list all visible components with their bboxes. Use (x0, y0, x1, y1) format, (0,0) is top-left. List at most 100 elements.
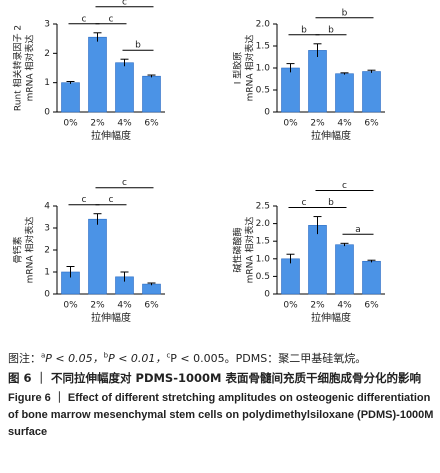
x-tick-label: 0% (283, 301, 298, 311)
x-tick-label: 6% (144, 301, 159, 311)
bar (88, 36, 107, 113)
y-tick-label: 0 (44, 108, 50, 118)
x-axis-label: 拉伸幅度 (311, 311, 351, 324)
y-axis-label: 骨钙素 (12, 236, 24, 263)
y-axis-label: Runt 相关转录因子 2 (12, 25, 24, 111)
significance-label: c (122, 178, 127, 188)
y-tick-label: 4 (44, 202, 50, 212)
y-axis-label: I 型胶原 (232, 52, 244, 85)
error-bar (340, 242, 349, 247)
y-tick-label: 1.5 (256, 237, 270, 247)
bar (142, 75, 161, 113)
note-text: 图注： (8, 352, 41, 365)
y-tick-label: 0 (264, 290, 270, 300)
y-tick-label: 1.0 (256, 64, 271, 74)
error-bar (93, 213, 102, 225)
error-bar (313, 216, 322, 235)
y-axis-label: 碱性磷酸酶 (232, 227, 244, 272)
note-sup: b (103, 351, 109, 360)
bar (281, 258, 300, 295)
bar (308, 225, 327, 295)
y-tick-label: 1 (44, 268, 50, 278)
bar (362, 71, 381, 113)
note-sup: a (41, 351, 46, 360)
bar (335, 73, 354, 113)
significance-label: c (109, 14, 114, 24)
y-axis-label: mRNA 相对表达 (24, 35, 36, 102)
error-bar (147, 282, 156, 286)
x-tick-label: 4% (117, 301, 132, 311)
x-tick-label: 4% (337, 119, 352, 129)
y-tick-label: 2 (44, 49, 50, 59)
significance-label: b (328, 25, 334, 35)
y-axis-label: mRNA 相对表达 (244, 35, 256, 102)
y-tick-label: 1.0 (256, 254, 271, 264)
y-axis-label: mRNA 相对表达 (244, 217, 256, 284)
y-tick-label: 3 (44, 224, 50, 234)
significance-label: c (302, 198, 307, 208)
x-tick-label: 0% (63, 301, 78, 311)
error-bar (286, 253, 295, 264)
significance-label: b (328, 198, 334, 208)
x-tick-label: 2% (310, 301, 325, 311)
error-bar (120, 58, 129, 67)
significance-label: a (355, 225, 361, 235)
note-text: P < 0.05， (45, 352, 104, 365)
x-tick-label: 6% (364, 301, 379, 311)
x-tick-label: 2% (90, 301, 105, 311)
significance-label: b (301, 25, 307, 35)
y-tick-label: 2.0 (256, 219, 271, 229)
bar (362, 260, 381, 295)
bar (61, 82, 80, 113)
error-bar (340, 72, 349, 75)
note-text: P < 0.005。PDMS：聚二甲基硅氧烷。 (170, 352, 367, 365)
bar (88, 218, 107, 295)
significance-label: c (109, 195, 114, 205)
y-tick-label: 0.5 (256, 86, 270, 96)
note-text: P < 0.01， (108, 352, 167, 365)
significance-label: c (82, 195, 87, 205)
error-bar (66, 266, 75, 278)
error-bar (313, 43, 322, 57)
x-tick-label: 2% (90, 119, 105, 129)
x-axis-label: 拉伸幅度 (91, 129, 131, 142)
y-tick-label: 0 (264, 108, 270, 118)
error-bar (286, 63, 295, 73)
y-tick-label: 2.0 (256, 20, 271, 30)
error-bar (367, 259, 376, 263)
x-tick-label: 4% (337, 301, 352, 311)
y-tick-label: 0.5 (256, 272, 270, 282)
significance-label: c (82, 14, 87, 24)
bar (115, 62, 134, 113)
significance-label: b (135, 41, 141, 51)
figure-note: 图注：aP < 0.05，bP < 0.01，cP < 0.005。PDMS：聚… (8, 350, 434, 366)
error-bar (93, 32, 102, 42)
x-axis-label: 拉伸幅度 (311, 129, 351, 142)
y-axis-label: mRNA 相对表达 (24, 217, 36, 284)
y-tick-label: 2.5 (256, 202, 270, 212)
bar (142, 283, 161, 295)
x-axis-label: 拉伸幅度 (91, 311, 131, 324)
x-tick-label: 4% (117, 119, 132, 129)
caption-cn: 图 6 ｜ 不同拉伸幅度对 PDMS-1000M 表面骨髓间充质干细胞成骨分化的… (8, 371, 421, 385)
y-tick-label: 0 (44, 290, 50, 300)
x-tick-label: 0% (63, 119, 78, 129)
x-tick-label: 0% (283, 119, 298, 129)
significance-label: b (342, 8, 348, 18)
y-tick-label: 1 (44, 78, 50, 88)
y-tick-label: 2 (44, 246, 50, 256)
error-bar (120, 271, 129, 282)
bar (308, 50, 327, 113)
y-tick-label: 3 (44, 20, 50, 30)
caption-block: 图注：aP < 0.05，bP < 0.01，cP < 0.005。PDMS：聚… (8, 350, 434, 441)
y-tick-label: 1.5 (256, 42, 270, 52)
significance-label: c (122, 0, 127, 7)
bar (281, 67, 300, 113)
error-bar (367, 69, 376, 73)
